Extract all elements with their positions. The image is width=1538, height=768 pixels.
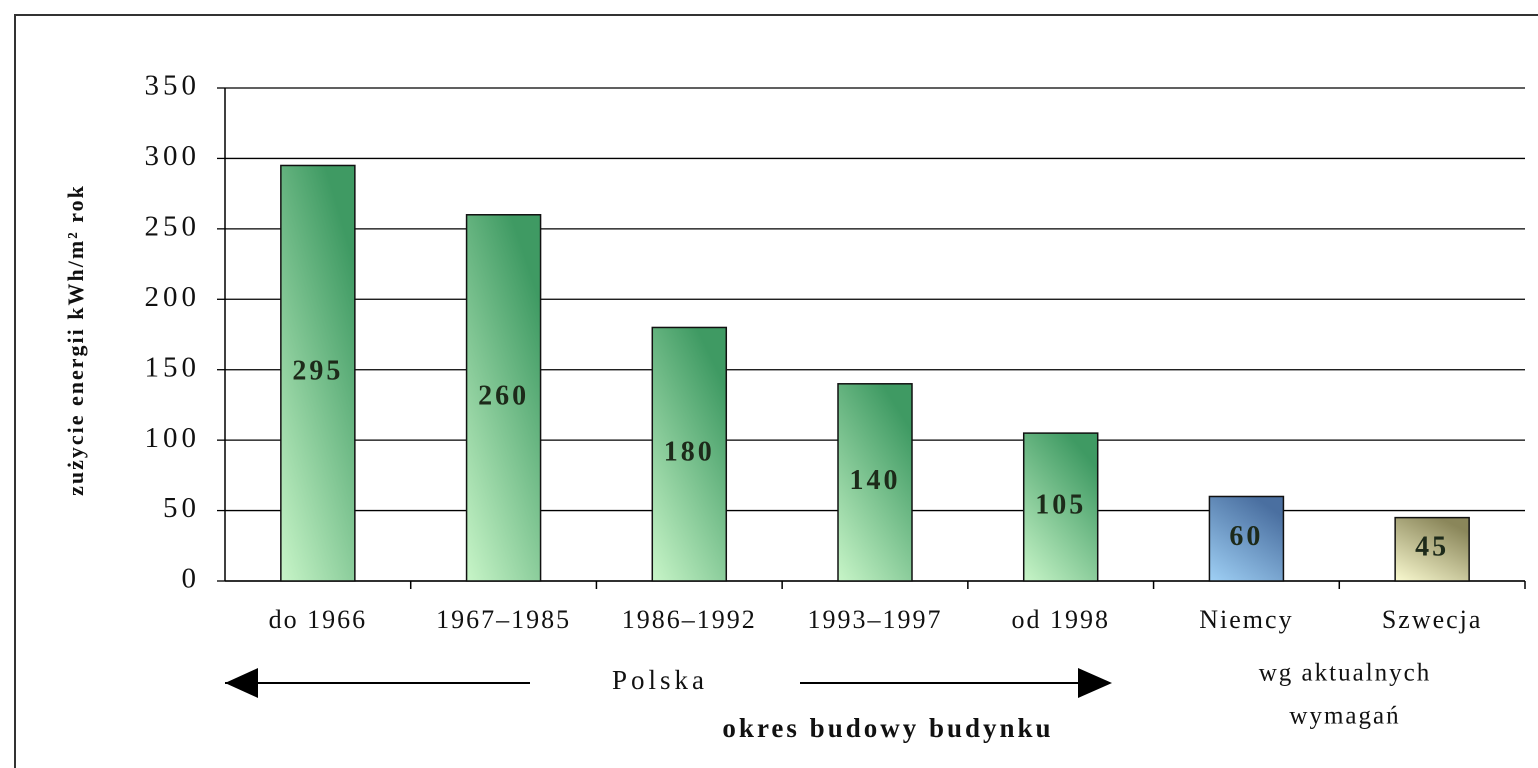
y-tick-label: 350 [145, 70, 201, 102]
x-tick-label: 1986–1992 [622, 605, 757, 634]
arrow-left-head [225, 668, 258, 698]
y-tick-label: 200 [145, 281, 201, 313]
bar [651, 326, 728, 582]
y-tick-label: 150 [145, 351, 201, 383]
x-tick-label: 1967–1985 [436, 605, 571, 634]
y-tick-label: 0 [182, 563, 201, 595]
bar [1208, 495, 1285, 582]
bar [465, 214, 542, 582]
y-tick-label: 250 [145, 211, 201, 243]
arrow-right-head [1078, 668, 1112, 698]
group-label: Polska [612, 665, 708, 695]
frame [14, 14, 1538, 768]
bar [1394, 516, 1470, 582]
x-tick-label: 1993–1997 [808, 605, 943, 634]
bar [1022, 432, 1099, 582]
data-label: 140 [850, 465, 901, 496]
y-tick-label: 300 [145, 140, 201, 172]
y-tick-label: 50 [163, 492, 200, 524]
data-label: 295 [292, 356, 343, 387]
data-label: 60 [1229, 521, 1263, 552]
y-tick-label: 100 [145, 422, 201, 454]
data-label: 180 [664, 437, 715, 468]
data-label: 105 [1035, 489, 1086, 520]
data-label: 45 [1415, 532, 1449, 563]
x-tick-label: Szwecja [1382, 605, 1483, 634]
x-axis-label: okres budowy budynku [722, 713, 1053, 743]
bar [280, 164, 356, 582]
x-tick-label: od 1998 [1011, 605, 1110, 634]
data-label: 260 [478, 380, 529, 411]
note: wymagań [1289, 703, 1400, 730]
y-axis-label: zużycie energii kWh/m² rok [63, 184, 88, 496]
x-tick-label: Niemcy [1199, 605, 1293, 634]
x-tick-label: do 1966 [269, 605, 368, 634]
bar [837, 383, 913, 582]
note: wg aktualnych [1259, 660, 1431, 687]
